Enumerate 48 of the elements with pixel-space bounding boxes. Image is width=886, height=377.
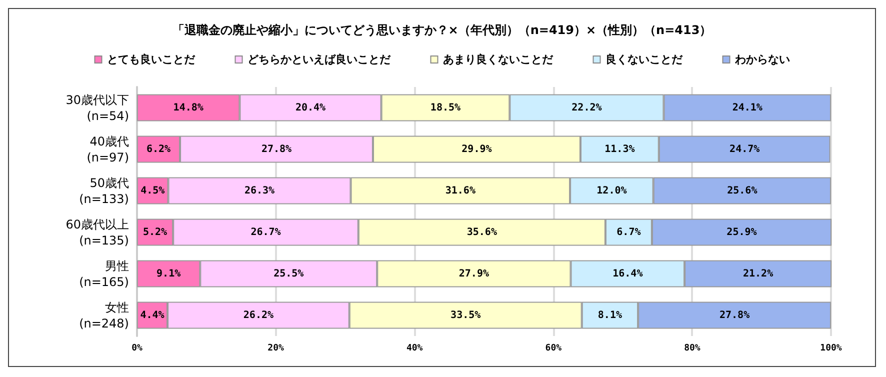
data-label: 18.5% <box>430 102 461 114</box>
data-label: 26.3% <box>244 185 275 196</box>
legend-label: 良くないことだ <box>605 53 684 66</box>
y-tick-label: 男性 (n=165) <box>79 258 129 289</box>
chart-title: 「退職金の廃止や縮小」についてどう思いますか？×（年代別）（n=419）×（性別）（n=413） <box>172 23 712 37</box>
data-label: 6.2% <box>146 144 171 155</box>
data-label: 27.8% <box>719 310 750 321</box>
data-label: 25.6% <box>727 185 758 196</box>
data-label: 12.0% <box>596 185 627 196</box>
data-label: 4.5% <box>140 185 165 196</box>
data-label: 26.2% <box>243 310 274 321</box>
data-label: 21.2% <box>742 268 774 280</box>
x-tick-label: 80% <box>684 344 701 354</box>
legend-label: とても良いことだ <box>106 53 196 66</box>
y-tick-label: 60歳代以上 (n=135) <box>66 217 129 248</box>
legend-label: あまり良くないことだ <box>442 53 554 66</box>
data-label: 8.1% <box>598 310 622 321</box>
data-label: 33.5% <box>450 310 481 321</box>
x-tick-label: 20% <box>268 344 285 354</box>
x-tick-label: 0% <box>132 344 143 354</box>
data-label: 29.9% <box>462 144 492 155</box>
x-tick-label: 60% <box>545 344 562 354</box>
legend-label: わからない <box>734 53 790 66</box>
data-label: 6.7% <box>616 226 641 238</box>
data-label: 16.4% <box>612 268 643 280</box>
data-label: 25.9% <box>726 226 757 238</box>
y-tick-label: 40歳代 (n=97) <box>86 134 129 164</box>
data-label: 4.4% <box>140 310 164 321</box>
data-label: 31.6% <box>445 185 476 196</box>
data-label: 5.2% <box>142 226 168 238</box>
data-label: 27.8% <box>261 144 292 155</box>
y-tick-label: 30歳代以下 (n=54) <box>66 92 129 123</box>
y-tick-label: 50歳代 (n=133) <box>79 176 129 206</box>
data-label: 24.1% <box>732 102 762 114</box>
data-label: 22.2% <box>572 102 602 114</box>
x-tick-label: 40% <box>406 344 424 354</box>
data-label: 14.8% <box>173 102 204 114</box>
data-label: 35.6% <box>466 226 497 238</box>
data-label: 11.3% <box>604 144 635 155</box>
data-label: 25.5% <box>274 268 304 280</box>
data-label: 9.1% <box>156 268 181 280</box>
x-tick-label: 100% <box>820 344 842 354</box>
y-tick-label: 女性 (n=248) <box>79 300 129 330</box>
data-label: 24.7% <box>730 144 760 155</box>
data-label: 20.4% <box>295 102 326 114</box>
legend-label: どちらかといえば良いことだ <box>247 53 392 66</box>
data-label: 27.9% <box>458 268 489 280</box>
data-label: 26.7% <box>250 226 281 238</box>
